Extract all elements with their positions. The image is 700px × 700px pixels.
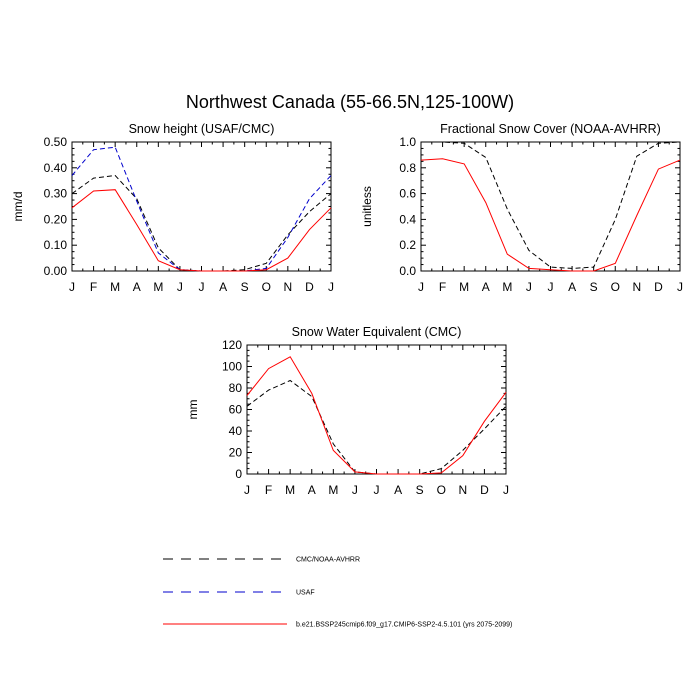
x-tick-label: S	[241, 280, 249, 294]
y-tick-label: 0.6	[399, 187, 416, 201]
x-tick-label: O	[262, 280, 271, 294]
x-tick-label: J	[503, 483, 509, 497]
legend-label: CMC/NOAA-AVHRR	[296, 557, 360, 564]
x-tick-label: A	[133, 280, 141, 294]
y-tick-label: 0.8	[399, 161, 416, 175]
x-tick-label: M	[502, 280, 512, 294]
x-tick-label: F	[265, 483, 272, 497]
x-tick-label: A	[568, 280, 576, 294]
x-tick-label: J	[526, 280, 532, 294]
series-line-model	[246, 356, 507, 475]
x-tick-label: J	[328, 280, 334, 294]
series-line-model	[71, 189, 332, 272]
y-tick-label: 100	[222, 360, 242, 374]
y-tick-label: 0.10	[44, 238, 68, 252]
panel-title: Snow Water Equivalent (CMC)	[292, 325, 462, 339]
x-tick-label: J	[177, 280, 183, 294]
x-tick-label: D	[480, 483, 489, 497]
y-tick-label: 0.20	[44, 212, 68, 226]
panel-2: Fractional Snow Cover (NOAA-AVHRR)J F M A M J…	[360, 122, 683, 294]
legend-item: b.e21.BSSP245cmip6.f09_g17.CMIP6-SSP2-4.…	[163, 622, 512, 629]
panel-title: Fractional Snow Cover (NOAA-AVHRR)	[440, 122, 661, 136]
x-tick-label: A	[482, 280, 490, 294]
y-tick-label: 0.40	[44, 161, 68, 175]
y-axis-label: unitless	[360, 186, 374, 227]
x-tick-label: F	[90, 280, 97, 294]
legend-label: b.e21.BSSP245cmip6.f09_g17.CMIP6-SSP2-4.…	[296, 622, 512, 629]
x-tick-label: J	[244, 483, 250, 497]
series-line-cmc-noaa-avhrr	[246, 379, 507, 475]
panel-1: Snow height (USAF/CMC)J F M A M J J A S O N D J0.000…	[11, 122, 334, 294]
x-tick-label: M	[285, 483, 295, 497]
x-tick-label: J	[69, 280, 75, 294]
y-tick-label: 20	[229, 446, 243, 460]
x-tick-label: D	[305, 280, 314, 294]
x-tick-label: J	[374, 483, 380, 497]
x-tick-label: S	[590, 280, 598, 294]
y-tick-label: 0.50	[44, 135, 68, 149]
y-tick-label: 0.30	[44, 187, 68, 201]
x-tick-label: N	[458, 483, 467, 497]
plots: Snow height (USAF/CMC)J F M A M J J A S O N D J0.000…	[11, 122, 683, 497]
x-tick-label: M	[110, 280, 120, 294]
x-tick-label: N	[632, 280, 641, 294]
x-tick-label: J	[677, 280, 683, 294]
x-tick-label: N	[283, 280, 292, 294]
y-tick-label: 0.2	[399, 238, 416, 252]
figure-title: Northwest Canada (55-66.5N,125-100W)	[186, 92, 514, 112]
panel-title: Snow height (USAF/CMC)	[129, 122, 275, 136]
y-tick-label: 0.00	[44, 264, 68, 278]
x-tick-label: A	[394, 483, 402, 497]
x-tick-label: J	[418, 280, 424, 294]
plot-frame	[246, 344, 507, 475]
y-tick-label: 0	[235, 467, 242, 481]
legend: CMC/NOAA-AVHRR USAF b.e21.BSSP245cmip6.f09…	[163, 557, 512, 629]
legend-label: USAF	[296, 590, 315, 597]
x-tick-label: J	[352, 483, 358, 497]
series-line-model	[420, 158, 681, 272]
legend-item: CMC/NOAA-AVHRR	[163, 557, 360, 564]
x-tick-label: M	[153, 280, 163, 294]
x-tick-label: J	[548, 280, 554, 294]
panel-3: Snow Water Equivalent (CMC)J F M A M J J A S O N D J…	[186, 325, 509, 497]
x-tick-label: A	[219, 280, 227, 294]
x-tick-label: D	[654, 280, 663, 294]
y-axis-label: mm/d	[11, 192, 25, 222]
x-tick-label: S	[416, 483, 424, 497]
y-tick-label: 0.0	[399, 264, 416, 278]
y-tick-label: 80	[229, 381, 243, 395]
y-tick-label: 120	[222, 338, 242, 352]
y-tick-label: 40	[229, 424, 243, 438]
x-tick-label: M	[328, 483, 338, 497]
y-axis-label: mm	[186, 400, 200, 420]
y-tick-label: 60	[229, 403, 243, 417]
y-tick-label: 0.4	[399, 212, 416, 226]
x-tick-label: M	[459, 280, 469, 294]
x-tick-label: O	[437, 483, 446, 497]
series-line-cmc-noaa-avhrr	[421, 141, 681, 269]
x-tick-label: A	[308, 483, 316, 497]
x-tick-label: J	[199, 280, 205, 294]
y-tick-label: 1.0	[399, 135, 416, 149]
x-tick-label: O	[611, 280, 620, 294]
x-tick-label: F	[439, 280, 446, 294]
legend-item: USAF	[163, 590, 315, 597]
